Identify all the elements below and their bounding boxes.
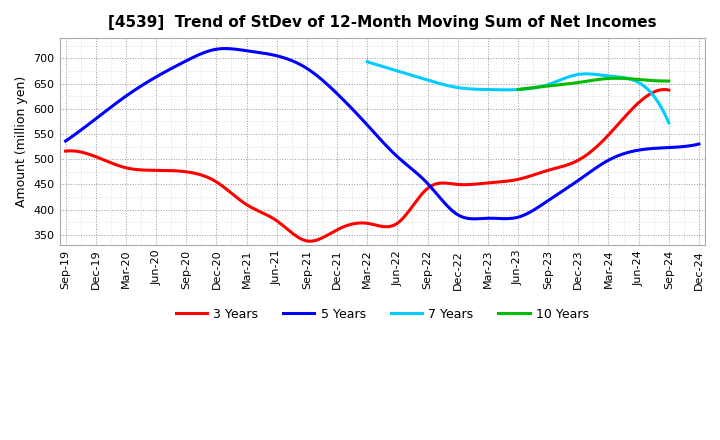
Line: 7 Years: 7 Years (367, 62, 669, 123)
10 Years (651, 78, 660, 83)
5 Years (451, 210, 459, 216)
5 Years (695, 141, 703, 147)
7 Years (542, 82, 551, 88)
10 Years (665, 78, 673, 84)
3 Years (423, 187, 431, 192)
5 Years (441, 201, 449, 206)
7 Years (665, 120, 673, 125)
Line: 5 Years: 5 Years (66, 48, 699, 219)
3 Years (420, 188, 429, 194)
5 Years (599, 160, 608, 165)
3 Years (433, 181, 441, 187)
5 Years (61, 139, 70, 144)
5 Years (470, 216, 479, 221)
7 Years (617, 74, 626, 80)
5 Years (438, 198, 447, 203)
7 Years (636, 81, 645, 86)
7 Years (364, 59, 372, 65)
3 Years (61, 148, 70, 154)
10 Years (611, 76, 620, 81)
10 Years (514, 87, 523, 92)
Legend: 3 Years, 5 Years, 7 Years, 10 Years: 3 Years, 5 Years, 7 Years, 10 Years (171, 303, 594, 326)
10 Years (603, 76, 611, 81)
Title: [4539]  Trend of StDev of 12-Month Moving Sum of Net Incomes: [4539] Trend of StDev of 12-Month Moving… (108, 15, 657, 30)
3 Years (665, 88, 673, 93)
3 Years (305, 238, 314, 244)
10 Years (642, 77, 650, 83)
Line: 3 Years: 3 Years (66, 90, 669, 241)
3 Years (63, 148, 72, 154)
5 Years (639, 147, 648, 152)
5 Years (220, 46, 229, 51)
Line: 10 Years: 10 Years (518, 78, 669, 90)
7 Years (547, 81, 556, 86)
3 Years (572, 159, 580, 164)
7 Years (363, 59, 372, 65)
5 Years (63, 137, 72, 142)
3 Years (610, 126, 618, 131)
7 Years (541, 83, 550, 88)
10 Years (603, 76, 612, 81)
10 Years (606, 76, 615, 81)
Y-axis label: Amount (million yen): Amount (million yen) (15, 76, 28, 207)
10 Years (513, 87, 522, 92)
3 Years (660, 87, 669, 92)
